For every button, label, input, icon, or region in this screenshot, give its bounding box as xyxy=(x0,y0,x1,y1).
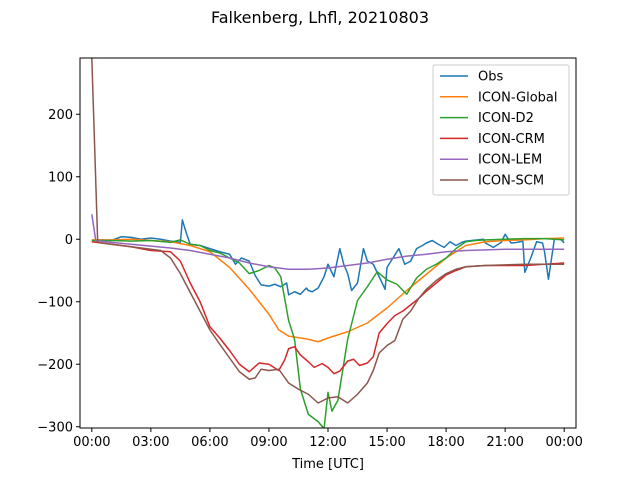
series-layer xyxy=(91,58,565,428)
x-tick-label: 18:00 xyxy=(427,435,464,450)
y-axis: −300 −200 −100 0 100 200 xyxy=(37,108,80,435)
y-tick-label: 0 xyxy=(65,233,73,248)
x-tick-label: 15:00 xyxy=(368,435,405,450)
legend-label: ICON-SCM xyxy=(478,174,544,189)
y-tick-label: 200 xyxy=(48,108,73,123)
legend-label: Obs xyxy=(478,70,503,85)
series-line-icon-lem xyxy=(91,214,565,270)
x-tick-label: 09:00 xyxy=(250,435,287,450)
y-tick-label: −300 xyxy=(37,420,73,435)
x-tick-label: 00:00 xyxy=(545,435,582,450)
legend-label: ICON-Global xyxy=(478,90,558,105)
legend: Obs ICON-Global ICON-D2 ICON-CRM ICON-LEM ICO… xyxy=(432,64,570,196)
series-line-icon-scm xyxy=(91,58,565,404)
y-tick-label: 100 xyxy=(48,170,73,185)
legend-label: ICON-LEM xyxy=(478,153,542,168)
series-line-icon-crm xyxy=(91,241,565,375)
x-tick-label: 21:00 xyxy=(486,435,523,450)
y-tick-label: −200 xyxy=(37,358,73,373)
x-tick-label: 06:00 xyxy=(191,435,228,450)
x-axis: 00:00 03:00 06:00 09:00 12:00 15:00 18:00 21:00… xyxy=(73,428,583,450)
chart-title: Falkenberg, Lhfl, 20210803 xyxy=(211,8,429,27)
x-tick-label: 00:00 xyxy=(73,435,110,450)
legend-label: ICON-D2 xyxy=(478,111,534,126)
legend-label: ICON-CRM xyxy=(478,132,545,147)
y-tick-label: −100 xyxy=(37,295,73,310)
x-tick-label: 12:00 xyxy=(309,435,346,450)
series-line-icon-global xyxy=(91,237,565,343)
x-tick-label: 03:00 xyxy=(132,435,169,450)
x-axis-label: Time [UTC] xyxy=(291,457,364,472)
